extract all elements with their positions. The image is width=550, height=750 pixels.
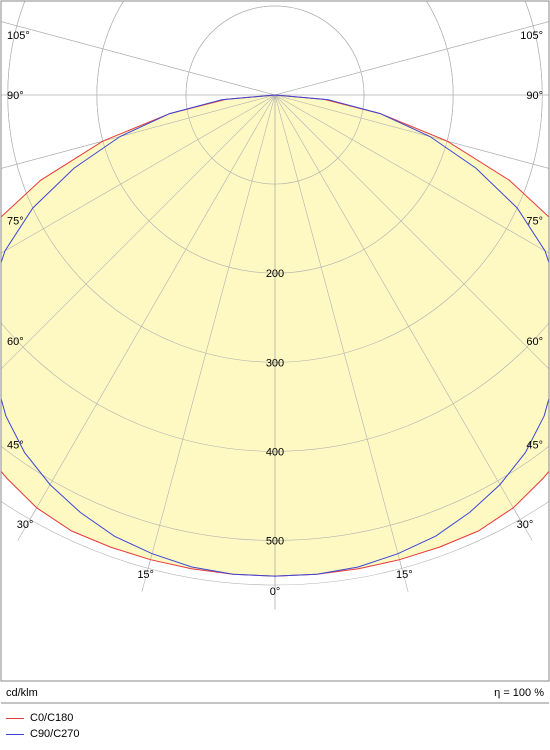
angle-label: 105° bbox=[7, 30, 30, 42]
angle-label: 90° bbox=[7, 90, 24, 102]
legend-item: C0/C180 bbox=[6, 712, 73, 724]
angle-label: 90° bbox=[526, 90, 543, 102]
svg-text:300: 300 bbox=[266, 357, 284, 369]
legend-label: C0/C180 bbox=[30, 712, 73, 724]
angle-label: 75° bbox=[7, 215, 24, 227]
angle-label: 45° bbox=[7, 439, 24, 451]
svg-text:500: 500 bbox=[266, 535, 284, 547]
angle-label: 105° bbox=[520, 30, 543, 42]
legend-swatch bbox=[6, 734, 24, 735]
legend-label: C90/C270 bbox=[30, 728, 80, 740]
efficiency-label: η = 100 % bbox=[494, 687, 544, 699]
angle-label: 0° bbox=[270, 586, 281, 598]
photometric-polar-chart: 200 300 400 500 0° 15° 15° 30° 30° 45° 45° 60° 60° 75… bbox=[0, 0, 550, 750]
angle-label: 30° bbox=[17, 519, 34, 531]
angle-label: 75° bbox=[526, 215, 543, 227]
legend-swatch bbox=[6, 718, 24, 719]
unit-label: cd/klm bbox=[6, 687, 38, 699]
svg-text:400: 400 bbox=[266, 446, 284, 458]
svg-text:200: 200 bbox=[266, 268, 284, 280]
chart-svg: 200 300 400 500 0° 15° 15° 30° 30° 45° 45° 60° 60° 75… bbox=[0, 0, 550, 750]
angle-label: 45° bbox=[526, 439, 543, 451]
angle-label: 30° bbox=[517, 519, 534, 531]
angle-label: 15° bbox=[137, 569, 154, 581]
angle-label: 60° bbox=[7, 336, 24, 348]
angle-label: 60° bbox=[526, 336, 543, 348]
angle-label: 15° bbox=[396, 569, 413, 581]
legend-item: C90/C270 bbox=[6, 728, 80, 740]
